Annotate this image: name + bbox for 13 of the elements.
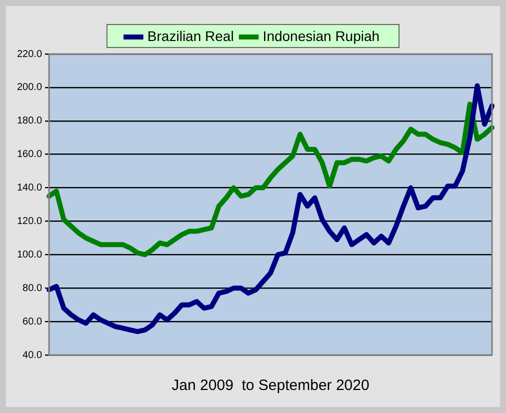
x-axis-title: Jan 2009 to September 2020	[172, 377, 370, 394]
y-tick-label: 200.0	[16, 82, 42, 94]
y-tick-label: 60.0	[22, 316, 42, 328]
y-tick-label: 120.0	[16, 216, 42, 227]
y-tick-label: 40.0	[22, 350, 42, 361]
y-tick-label: 100.0	[16, 249, 42, 260]
y-tick-label: 180.0	[16, 116, 42, 127]
y-tick-label: 140.0	[16, 182, 42, 194]
y-tick-label: 160.0	[16, 149, 42, 160]
legend-label: Brazilian Real	[147, 28, 234, 44]
legend-label: Indonesian Rupiah	[262, 28, 380, 44]
y-tick-label: 80.0	[22, 282, 42, 294]
y-tick-label: 220.0	[16, 48, 42, 60]
